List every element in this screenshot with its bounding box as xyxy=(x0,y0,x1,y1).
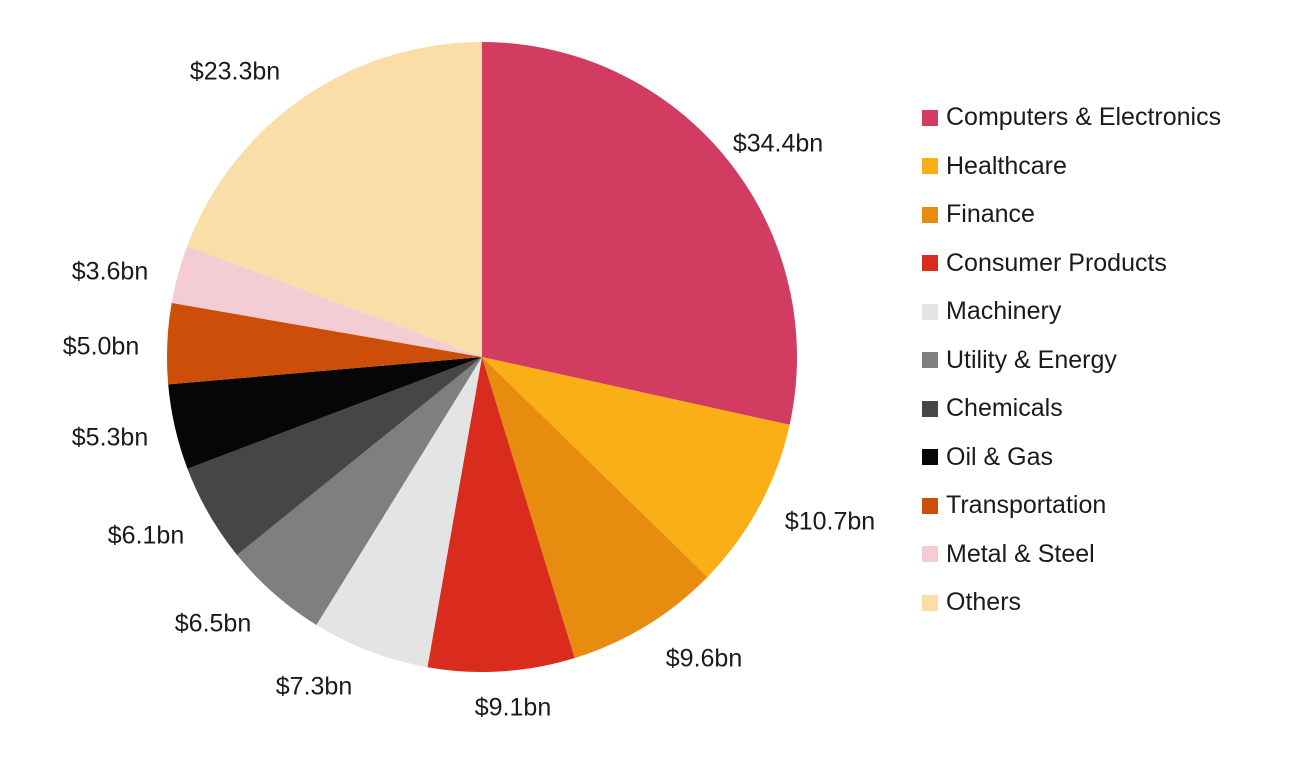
slice-value-label: $5.3bn xyxy=(71,423,149,452)
legend-swatch-icon xyxy=(922,109,938,126)
legend-item-oil-gas: Oil & Gas xyxy=(922,443,1221,472)
pie-slice-healthcare xyxy=(482,357,790,577)
legend-item-label: Finance xyxy=(946,200,1035,228)
slice-value-label: $9.6bn xyxy=(665,644,743,673)
legend-item-others: Others xyxy=(922,588,1221,617)
legend-item-label: Computers & Electronics xyxy=(946,103,1222,131)
legend-item-label: Consumer Products xyxy=(946,248,1167,277)
legend-item-label: Chemicals xyxy=(946,394,1063,422)
legend-item-finance: Finance xyxy=(922,200,1221,229)
legend-swatch-icon xyxy=(922,449,938,465)
legend: Computers & Electronics Healthcare Finan… xyxy=(922,103,1221,617)
legend-swatch-icon xyxy=(922,303,938,320)
slice-value-label: $3.6bn xyxy=(71,257,149,286)
pie-slice-finance xyxy=(482,357,708,659)
pie-slice-chemicals xyxy=(187,357,482,555)
legend-item-utility-energy: Utility & Energy xyxy=(922,346,1221,375)
legend-swatch-icon xyxy=(922,546,938,562)
legend-item-label: Machinery xyxy=(946,297,1062,325)
slice-value-label: $10.7bn xyxy=(784,507,876,536)
slice-value-label: $34.4bn xyxy=(732,129,824,158)
legend-item-label: Oil & Gas xyxy=(946,442,1053,471)
legend-item-computers-electronics: Computers & Electronics xyxy=(922,103,1221,132)
slice-value-label: $6.1bn xyxy=(107,521,185,550)
legend-item-label: Metal & Steel xyxy=(946,539,1095,568)
legend-swatch-icon xyxy=(922,497,938,514)
pie-slice-utility-energy xyxy=(236,357,482,625)
legend-item-label: Transportation xyxy=(946,491,1107,519)
legend-item-transportation: Transportation xyxy=(922,491,1221,520)
legend-swatch-icon xyxy=(922,255,938,271)
legend-item-healthcare: Healthcare xyxy=(922,152,1221,181)
legend-item-label: Others xyxy=(946,588,1022,616)
legend-swatch-icon xyxy=(922,158,938,174)
legend-item-label: Utility & Energy xyxy=(946,345,1117,374)
slice-value-label: $7.3bn xyxy=(275,672,353,701)
pie-slice-computers-electronics xyxy=(482,42,797,425)
legend-item-machinery: Machinery xyxy=(922,297,1221,326)
legend-swatch-icon xyxy=(922,206,938,223)
pie-slice-metal-steel xyxy=(171,246,482,357)
slice-value-label: $6.5bn xyxy=(174,609,252,638)
pie-slice-others xyxy=(187,42,482,357)
legend-item-consumer-products: Consumer Products xyxy=(922,249,1221,278)
pie-slice-consumer-products xyxy=(427,357,575,673)
slice-value-label: $23.3bn xyxy=(189,57,281,86)
legend-swatch-icon xyxy=(922,594,938,611)
legend-swatch-icon xyxy=(922,352,938,368)
slice-value-label: $9.1bn xyxy=(474,693,552,722)
legend-item-label: Healthcare xyxy=(946,151,1067,180)
slice-value-label: $5.0bn xyxy=(62,332,140,361)
pie-slice-transportation xyxy=(166,302,482,385)
legend-item-metal-steel: Metal & Steel xyxy=(922,540,1221,569)
pie-slice-machinery xyxy=(316,357,482,668)
pie-slice-oil-gas xyxy=(168,357,482,469)
legend-swatch-icon xyxy=(922,400,938,417)
legend-item-chemicals: Chemicals xyxy=(922,394,1221,423)
